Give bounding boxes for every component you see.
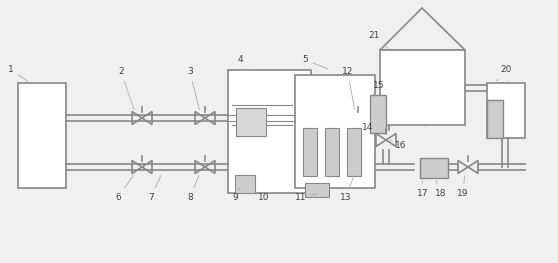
Bar xyxy=(420,158,448,178)
Bar xyxy=(303,128,317,176)
Text: 3: 3 xyxy=(187,67,199,109)
Text: 17: 17 xyxy=(417,181,429,198)
Text: 11: 11 xyxy=(295,193,318,202)
Bar xyxy=(347,128,361,176)
Text: 15: 15 xyxy=(373,81,384,95)
Text: 8: 8 xyxy=(187,176,199,202)
Text: 1: 1 xyxy=(8,65,28,82)
Bar xyxy=(295,75,375,188)
Bar xyxy=(305,183,329,197)
Text: 13: 13 xyxy=(340,176,354,202)
Text: 14: 14 xyxy=(362,123,375,138)
Text: 7: 7 xyxy=(148,175,161,202)
Text: 18: 18 xyxy=(435,181,446,198)
Bar xyxy=(370,95,386,133)
Text: 21: 21 xyxy=(368,31,388,48)
Text: 2: 2 xyxy=(118,67,134,109)
Bar xyxy=(18,83,66,188)
Bar xyxy=(236,108,266,136)
Text: 10: 10 xyxy=(258,193,270,202)
Text: 12: 12 xyxy=(342,67,354,109)
Text: 19: 19 xyxy=(457,176,469,198)
Bar xyxy=(325,128,339,176)
Bar xyxy=(487,83,525,138)
Bar xyxy=(380,50,465,125)
Bar xyxy=(228,70,311,193)
Text: 16: 16 xyxy=(390,140,406,150)
Bar xyxy=(487,100,503,138)
Bar xyxy=(235,175,255,193)
Text: 4: 4 xyxy=(238,55,248,70)
Text: 20: 20 xyxy=(497,65,511,81)
Text: 5: 5 xyxy=(302,55,328,69)
Text: 9: 9 xyxy=(232,188,240,202)
Text: 6: 6 xyxy=(115,175,133,202)
